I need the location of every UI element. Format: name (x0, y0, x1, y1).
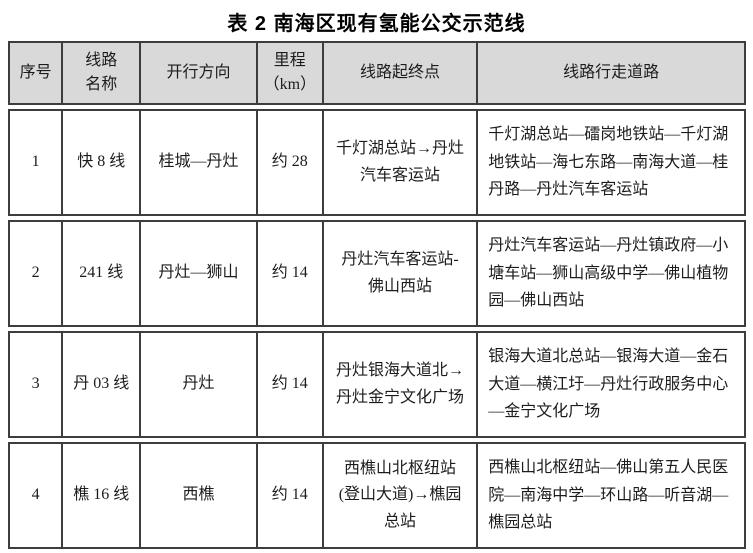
cell-no: 3 (8, 331, 63, 438)
cell-no: 4 (8, 442, 63, 549)
header-cell-road: 线路行走道路 (477, 41, 746, 105)
cell-line-name: 241 线 (62, 220, 141, 327)
hydrogen-bus-lines-table: 序号 线路 名称 开行方向 里程 （km） 线路起终点 线路行走道路 1 快 8… (8, 37, 746, 553)
header-row: 序号 线路 名称 开行方向 里程 （km） 线路起终点 线路行走道路 (8, 41, 746, 105)
header-cell-mileage: 里程 （km） (256, 41, 323, 105)
cell-direction: 西樵 (140, 442, 257, 549)
header-cell-endpoints: 线路起终点 (322, 41, 478, 105)
table-row: 4 樵 16 线 西樵 约 14 西樵山北枢纽站 (登山大道)→樵园 总站 西樵… (8, 442, 746, 549)
cell-endpoints: 千灯湖总站→丹灶 汽车客运站 (322, 109, 478, 216)
cell-direction: 桂城—丹灶 (140, 109, 257, 216)
cell-no: 2 (8, 220, 63, 327)
cell-mileage: 约 14 (256, 442, 323, 549)
cell-line-name: 丹 03 线 (62, 331, 141, 438)
table-row: 3 丹 03 线 丹灶 约 14 丹灶银海大道北→ 丹灶金宁文化广场 银海大道北… (8, 331, 746, 438)
cell-no: 1 (8, 109, 63, 216)
header-cell-no: 序号 (8, 41, 63, 105)
cell-direction: 丹灶—狮山 (140, 220, 257, 327)
cell-road: 银海大道北总站—银海大道—金石大道—横江圩—丹灶行政服务中心—金宁文化广场 (477, 331, 746, 438)
cell-mileage: 约 14 (256, 331, 323, 438)
header-cell-line-name: 线路 名称 (62, 41, 141, 105)
table-title: 表 2 南海区现有氢能公交示范线 (227, 13, 526, 35)
cell-mileage: 约 28 (256, 109, 323, 216)
table-row: 2 241 线 丹灶—狮山 约 14 丹灶汽车客运站- 佛山西站 丹灶汽车客运站… (8, 220, 746, 327)
cell-endpoints: 西樵山北枢纽站 (登山大道)→樵园 总站 (322, 442, 478, 549)
header-cell-direction: 开行方向 (140, 41, 257, 105)
cell-road: 千灯湖总站—礌岗地铁站—千灯湖地铁站—海七东路—南海大道—桂丹路—丹灶汽车客运站 (477, 109, 746, 216)
cell-line-name: 樵 16 线 (62, 442, 141, 549)
cell-endpoints: 丹灶银海大道北→ 丹灶金宁文化广场 (322, 331, 478, 438)
cell-road: 丹灶汽车客运站—丹灶镇政府—小塘车站—狮山高级中学—佛山植物园—佛山西站 (477, 220, 746, 327)
cell-line-name: 快 8 线 (62, 109, 141, 216)
cell-endpoints: 丹灶汽车客运站- 佛山西站 (322, 220, 478, 327)
table-row: 1 快 8 线 桂城—丹灶 约 28 千灯湖总站→丹灶 汽车客运站 千灯湖总站—… (8, 109, 746, 216)
cell-mileage: 约 14 (256, 220, 323, 327)
page: { "title": "表 2 南海区现有氢能公交示范线", "table": … (8, 13, 746, 549)
cell-direction: 丹灶 (140, 331, 257, 438)
cell-road: 西樵山北枢纽站—佛山第五人民医院—南海中学—环山路—听音湖—樵园总站 (477, 442, 746, 549)
